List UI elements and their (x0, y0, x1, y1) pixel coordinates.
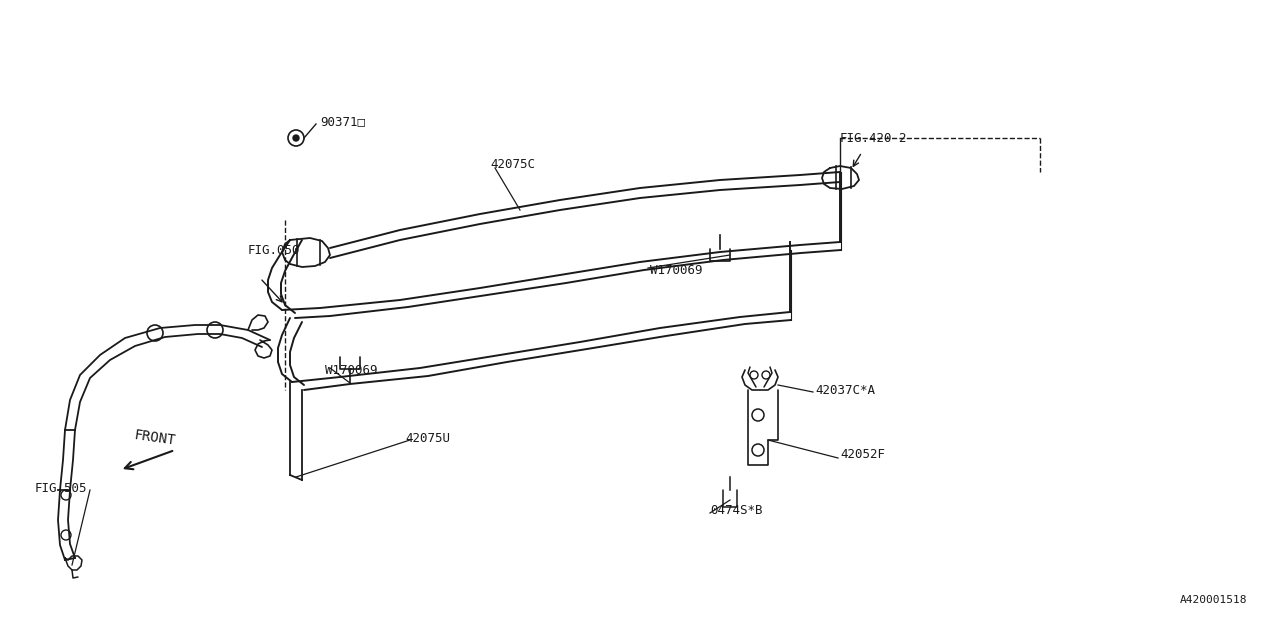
Text: FRONT: FRONT (133, 428, 177, 448)
Text: W170069: W170069 (325, 364, 378, 376)
Circle shape (293, 135, 300, 141)
Text: 42052F: 42052F (840, 449, 884, 461)
Text: 42075C: 42075C (490, 159, 535, 172)
Text: FIG.420-2: FIG.420-2 (840, 131, 908, 145)
Text: 90371□: 90371□ (320, 115, 365, 129)
Text: 42037C*A: 42037C*A (815, 383, 876, 397)
Text: W170069: W170069 (650, 264, 703, 276)
Text: FIG.505: FIG.505 (35, 481, 87, 495)
Text: 0474S*B: 0474S*B (710, 504, 763, 516)
Text: A420001518: A420001518 (1180, 595, 1248, 605)
Text: 42075U: 42075U (404, 431, 451, 445)
Text: FIG.050: FIG.050 (248, 243, 301, 257)
